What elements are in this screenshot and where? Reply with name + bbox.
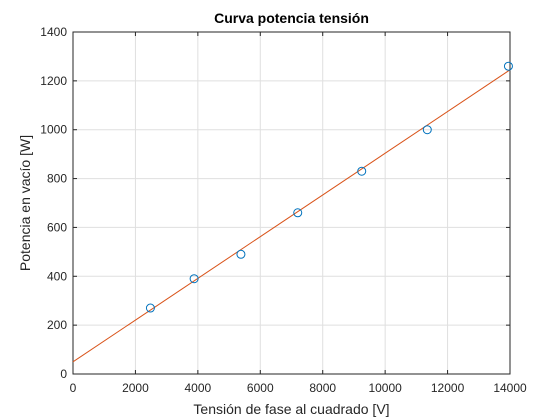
y-tick-label: 200 <box>47 318 67 332</box>
data-point <box>422 125 432 135</box>
x-tick-label: 12000 <box>431 381 465 395</box>
x-tick-label: 6000 <box>247 381 274 395</box>
plot-area <box>72 31 511 375</box>
y-tick-label: 0 <box>60 367 67 381</box>
series <box>72 61 513 363</box>
grid <box>72 31 511 375</box>
data-point <box>145 303 155 313</box>
x-tick-label: 2000 <box>122 381 149 395</box>
fit-line <box>72 69 511 363</box>
x-tick-label: 14000 <box>493 381 527 395</box>
y-axis-label: Potencia en vacío [W] <box>17 135 33 271</box>
y-tick-label: 800 <box>47 172 67 186</box>
data-point <box>503 61 513 71</box>
chart-title: Curva potencia tensión <box>214 10 369 26</box>
y-tick-label: 1400 <box>40 25 67 39</box>
x-axis-label: Tensión de fase al cuadrado [V] <box>193 401 389 417</box>
y-tick-label: 1000 <box>40 123 67 137</box>
data-point <box>236 249 246 259</box>
data-point <box>293 208 303 218</box>
x-tick-label: 0 <box>70 381 77 395</box>
y-tick-label: 600 <box>47 220 67 234</box>
y-tick-label: 400 <box>47 269 67 283</box>
data-point <box>189 274 199 284</box>
x-tick-label: 4000 <box>185 381 212 395</box>
x-tick-label: 10000 <box>368 381 402 395</box>
data-point <box>357 166 367 176</box>
y-tick-label: 1200 <box>40 74 67 88</box>
axis-ticks: 0 2000 4000 6000 8000 10000 12000 14000 0 200 400 6… <box>40 25 527 395</box>
x-tick-label: 8000 <box>309 381 336 395</box>
